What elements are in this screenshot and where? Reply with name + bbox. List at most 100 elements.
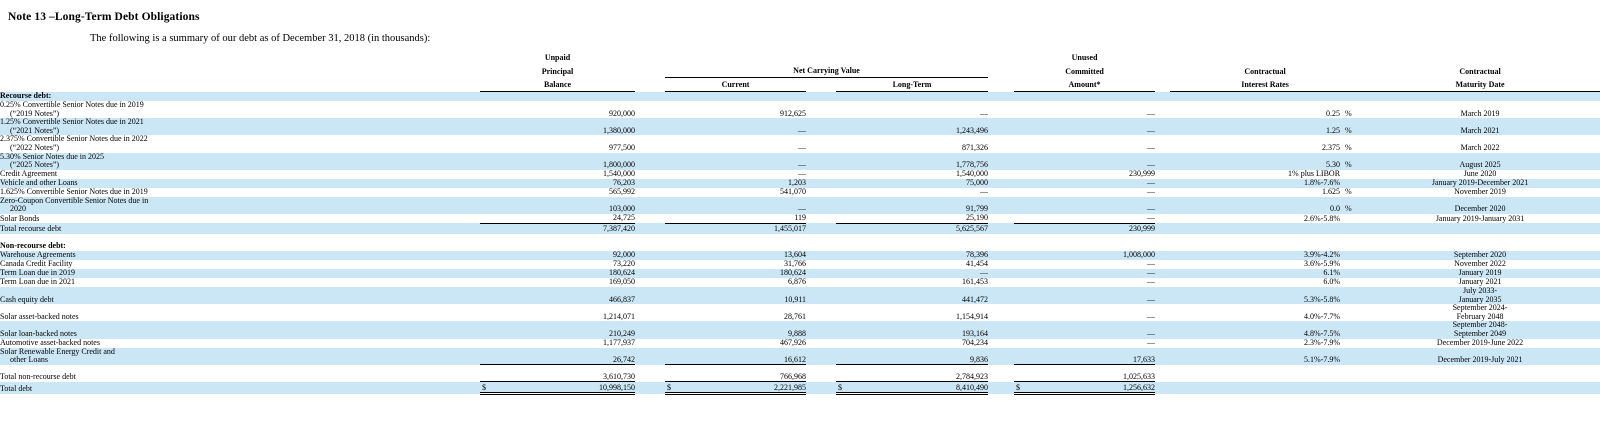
cell-gap (806, 118, 836, 135)
header-spacer (988, 64, 1014, 78)
cell-gap (988, 135, 1014, 152)
header-spacer (1155, 51, 1170, 64)
cell-rate (1170, 92, 1340, 102)
cell-cur-dollar (665, 347, 682, 366)
header-spacer (0, 51, 480, 64)
cell-maturity: January 2019-January 2031 (1435, 213, 1525, 223)
cell-cur-value: 1,203 (788, 178, 807, 188)
cell-gap (988, 278, 1014, 287)
header-row-1: Unpaid Unused (0, 51, 1600, 64)
cell-rate: 2.6%-5.8% (1304, 213, 1341, 223)
cell-cur-value (681, 242, 806, 251)
section-row: Non-recourse debt: (0, 242, 1600, 251)
cell-upb-value: 1,380,000 (603, 125, 636, 135)
cell-lt-dollar (836, 135, 852, 152)
cell-cur-value: 13,604 (784, 250, 807, 260)
table-header: Unpaid Unused Principal Net Carrying Val… (0, 51, 1600, 92)
cell-lt-value: 75,000 (966, 178, 989, 188)
cell-uc-dollar (1014, 269, 1030, 278)
cell-lt-dollar (836, 269, 852, 278)
cell-gap (635, 339, 665, 348)
cell-lt-value: 41,454 (966, 259, 989, 269)
cell-percent (1340, 339, 1360, 348)
cell-lt-value: 1,540,000 (956, 169, 989, 179)
cell-gap (1155, 197, 1170, 214)
cell-lt-dollar (836, 179, 852, 188)
cell-upb-dollar (480, 135, 496, 152)
cell-gap (635, 371, 665, 382)
cell-uc-value: — (1147, 160, 1156, 170)
cell-cur-value: — (798, 125, 807, 135)
cell-uc-value: — (1147, 338, 1156, 347)
cell-gap (806, 321, 836, 338)
header-rates-line2: Interest Rates (1170, 77, 1361, 92)
cell-uc-value: — (1147, 277, 1156, 287)
cell-cur-value: 9,888 (788, 328, 807, 338)
cell-maturity: January 2019-December 2021 (1431, 178, 1529, 188)
cell-percent (1340, 287, 1360, 304)
cell-gap (635, 287, 665, 304)
cell-uc-dollar (1014, 118, 1030, 135)
cell-gap (1155, 304, 1170, 321)
cell-uc-value: — (1147, 204, 1156, 214)
header-spacer (635, 51, 665, 64)
cell-upb-value: 7,387,420 (603, 224, 636, 234)
cell-uc-value: 1,025,633 (1030, 371, 1156, 383)
cell-percent (1340, 251, 1360, 260)
cell-upb-value (496, 242, 635, 251)
header-spacer (635, 78, 665, 92)
cell-percent (1340, 382, 1360, 394)
cell-cur-value: 10,911 (784, 294, 807, 304)
cell-label: Solar Renewable Energy Credit and other L… (0, 347, 115, 365)
cell-gap (988, 251, 1014, 260)
total-row: Total non-recourse debt 3,610,730 766,968 2… (0, 371, 1600, 383)
cell-label: 1.625% Convertible Senior Notes due in 2… (0, 187, 148, 197)
cell-rate (1170, 371, 1340, 382)
cell-cur-dollar (665, 101, 681, 118)
header-upb-line1: Unpaid (544, 53, 571, 62)
cell-upb-dollar (480, 242, 496, 251)
cell-gap (988, 260, 1014, 269)
cell-lt-value: 704,234 (962, 338, 989, 347)
cell-upb-dollar (480, 92, 496, 102)
cell-rate: 5.30 (1326, 160, 1341, 170)
cell-uc-dollar (1014, 188, 1030, 197)
cell-upb-dollar (480, 118, 496, 135)
cell-upb-dollar: $ (480, 381, 496, 396)
cell-percent: % (1345, 108, 1352, 118)
cell-gap (806, 135, 836, 152)
cell-gap (635, 382, 665, 394)
cell-lt-dollar (836, 304, 852, 321)
cell-cur-value: 16,612 (681, 347, 807, 366)
cell-upb-value: 3,610,730 (496, 371, 636, 383)
cell-maturity: June 2020 (1463, 169, 1497, 179)
cell-gap (806, 179, 836, 188)
cell-gap (988, 92, 1014, 102)
cell-lt-dollar (836, 223, 852, 234)
header-spacer (665, 51, 988, 64)
cell-uc-dollar (1014, 304, 1030, 321)
cell-gap (988, 214, 1014, 224)
header-spacer (635, 64, 665, 78)
cell-cur-value: 6,876 (788, 277, 807, 287)
cell-percent (1340, 223, 1360, 234)
cell-gap (806, 214, 836, 224)
cell-upb-value: 180,624 (609, 268, 636, 278)
cell-gap (988, 339, 1014, 348)
cell-gap (988, 269, 1014, 278)
cell-lt-value (852, 92, 988, 102)
cell-rate: 0.0 (1330, 204, 1341, 214)
cell-lt-value: 1,243,496 (956, 125, 989, 135)
cell-cur-dollar (665, 170, 681, 179)
cell-uc-dollar (1014, 242, 1030, 251)
cell-gap (635, 214, 665, 224)
cell-rate (1170, 242, 1340, 251)
cell-uc-value: — (1147, 125, 1156, 135)
cell-uc-dollar (1014, 371, 1031, 383)
cell-gap (988, 371, 1014, 382)
header-unused-line1: Unused (1071, 53, 1098, 62)
cell-cur-dollar (665, 92, 681, 102)
cell-percent: % (1345, 125, 1352, 135)
cell-upb-dollar (480, 371, 496, 383)
cell-gap (1155, 339, 1170, 348)
